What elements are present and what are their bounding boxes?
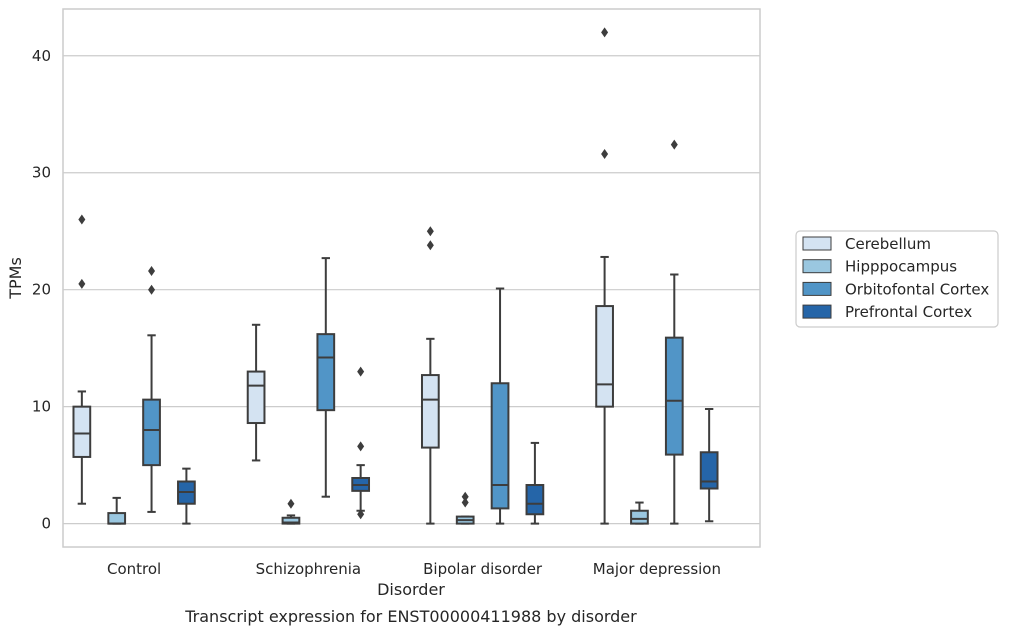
box-iqr bbox=[595, 305, 614, 408]
box-iqr bbox=[107, 512, 127, 525]
y-tick-label: 20 bbox=[32, 281, 51, 299]
box-iqr bbox=[420, 374, 440, 449]
legend-label: Prefrontal Cortex bbox=[845, 303, 972, 321]
outlier-point bbox=[426, 240, 434, 251]
box-iqr bbox=[490, 382, 510, 510]
box-hipppocampus-schizophrenia bbox=[281, 498, 301, 525]
outlier-point bbox=[357, 366, 365, 377]
box-prefrontal-cortex-major-depression bbox=[699, 407, 719, 523]
outlier-point bbox=[357, 441, 365, 452]
box-prefrontal-cortex-schizophrenia bbox=[351, 366, 371, 520]
box-iqr bbox=[630, 509, 649, 525]
grid-lines bbox=[63, 55, 760, 525]
legend-label: Cerebellum bbox=[845, 235, 931, 253]
box-orbitofontal-cortex-schizophrenia bbox=[316, 257, 336, 498]
x-tick-labels: Control Schizophrenia Bipolar disorder Majo… bbox=[107, 560, 721, 578]
outlier-point bbox=[148, 265, 156, 276]
x-tick-label: Bipolar disorder bbox=[423, 560, 543, 578]
x-axis-title: Disorder bbox=[377, 580, 445, 599]
legend-swatch bbox=[802, 236, 832, 251]
box-hipppocampus-bipolar-disorder bbox=[455, 491, 475, 525]
outlier-point bbox=[78, 278, 86, 289]
outlier-point bbox=[601, 149, 609, 160]
box-orbitofontal-cortex-bipolar-disorder bbox=[490, 287, 510, 525]
chart-caption: Transcript expression for ENST0000041198… bbox=[184, 607, 637, 626]
outlier-point bbox=[426, 226, 434, 237]
box-hipppocampus-control bbox=[107, 496, 127, 525]
box-iqr bbox=[281, 516, 301, 525]
outlier-point bbox=[357, 509, 365, 520]
box-prefrontal-cortex-bipolar-disorder bbox=[525, 441, 545, 525]
box-orbitofontal-cortex-major-depression bbox=[664, 139, 684, 525]
y-axis-title: TPMs bbox=[6, 257, 25, 300]
x-tick-label: Schizophrenia bbox=[256, 560, 361, 578]
box-cerebellum-control bbox=[72, 214, 92, 505]
outlier-point bbox=[78, 214, 86, 225]
x-tick-label: Control bbox=[107, 560, 161, 578]
box-iqr bbox=[316, 333, 336, 412]
y-tick-labels: 0 10 20 30 40 bbox=[32, 47, 51, 533]
plot-frame bbox=[62, 8, 761, 548]
box-iqr bbox=[525, 484, 545, 516]
box-iqr bbox=[664, 336, 684, 456]
box-cerebellum-major-depression bbox=[595, 27, 614, 525]
box-layer bbox=[72, 27, 719, 525]
box-prefrontal-cortex-control bbox=[177, 467, 196, 525]
legend-frame bbox=[795, 230, 999, 328]
box-hipppocampus-major-depression bbox=[630, 501, 649, 525]
legend-swatch bbox=[802, 259, 832, 274]
y-tick-label: 30 bbox=[32, 164, 51, 182]
box-iqr bbox=[699, 451, 719, 490]
outlier-point bbox=[148, 284, 156, 295]
outlier-point bbox=[670, 139, 678, 150]
x-tick-label: Major depression bbox=[593, 560, 721, 578]
box-iqr bbox=[142, 398, 161, 467]
y-tick-label: 10 bbox=[32, 398, 51, 416]
outlier-point bbox=[461, 491, 469, 502]
outlier-point bbox=[287, 498, 295, 509]
outlier-point bbox=[461, 497, 469, 508]
legend: Cerebellum Hipppocampus Orbitofontal Corte… bbox=[795, 230, 999, 328]
outlier-point bbox=[601, 27, 609, 38]
box-orbitofontal-cortex-control bbox=[142, 265, 161, 513]
y-tick-label: 40 bbox=[32, 47, 51, 65]
legend-swatch bbox=[802, 281, 832, 296]
y-tick-label: 0 bbox=[41, 515, 51, 533]
box-cerebellum-bipolar-disorder bbox=[420, 226, 440, 525]
legend-label: Hipppocampus bbox=[845, 258, 957, 276]
legend-swatch bbox=[802, 304, 832, 319]
legend-label: Orbitofontal Cortex bbox=[845, 280, 989, 298]
box-iqr bbox=[246, 370, 266, 425]
box-cerebellum-schizophrenia bbox=[246, 323, 266, 462]
box-iqr bbox=[72, 405, 92, 458]
